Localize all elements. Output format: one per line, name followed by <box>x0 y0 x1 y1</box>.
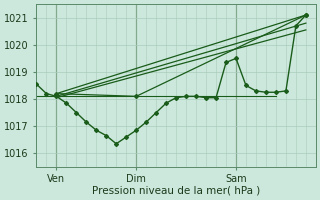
X-axis label: Pression niveau de la mer( hPa ): Pression niveau de la mer( hPa ) <box>92 186 260 196</box>
